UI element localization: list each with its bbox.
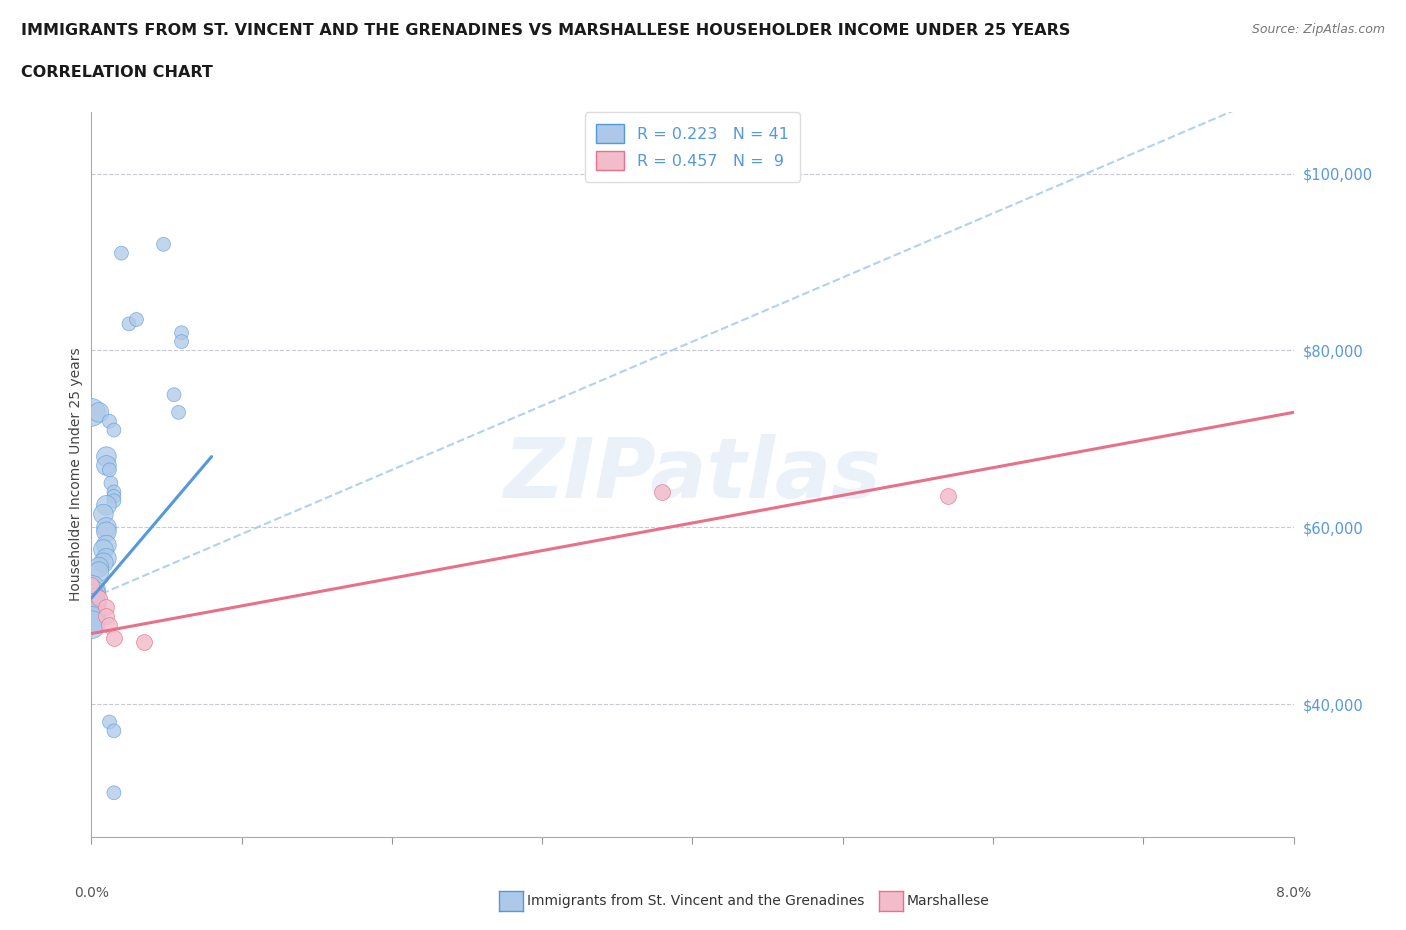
Point (103, 724, 125, 738)
Point (170, 334, 193, 349)
Point (87, 405, 110, 419)
Point (87, 565, 110, 579)
Legend: R = 0.223   N = 41, R = 0.457   N =  9: R = 0.223 N = 41, R = 0.457 N = 9 (585, 113, 800, 181)
Point (87, 591, 110, 605)
Point (96, 608, 118, 623)
Point (96, 551, 118, 565)
Point (103, 631, 125, 645)
Point (170, 326, 193, 340)
Point (93, 542, 115, 557)
Point (125, 312, 148, 327)
Text: IMMIGRANTS FROM ST. VINCENT AND THE GRENADINES VS MARSHALLESE HOUSEHOLDER INCOME: IMMIGRANTS FROM ST. VINCENT AND THE GREN… (21, 23, 1070, 38)
Text: 0.0%: 0.0% (75, 885, 108, 899)
Point (80, 604, 103, 618)
Point (96, 449, 118, 464)
Point (110, 246, 132, 260)
Point (98, 714, 121, 729)
Point (80, 613, 103, 628)
Point (118, 316, 141, 331)
Point (96, 600, 118, 615)
Point (93, 507, 115, 522)
Text: CORRELATION CHART: CORRELATION CHART (21, 65, 212, 80)
Point (100, 476, 122, 491)
Point (80, 618, 103, 632)
Point (103, 422, 125, 437)
Point (103, 489, 125, 504)
Point (98, 462, 121, 477)
Text: ZIPatlas: ZIPatlas (503, 433, 882, 515)
Point (87, 560, 110, 575)
Point (98, 618, 121, 632)
Point (80, 586, 103, 601)
Point (103, 485, 125, 499)
Text: Source: ZipAtlas.com: Source: ZipAtlas.com (1251, 23, 1385, 36)
Point (80, 578, 103, 592)
Point (80, 600, 103, 615)
Point (167, 405, 190, 419)
Point (96, 520, 118, 535)
Text: 8.0%: 8.0% (1277, 885, 1310, 899)
Point (152, 237, 174, 252)
Point (96, 538, 118, 552)
Point (103, 785, 125, 800)
Point (80, 405, 103, 419)
Point (651, 485, 673, 499)
Y-axis label: Householder Income Under 25 years: Householder Income Under 25 years (69, 348, 83, 601)
Point (98, 414, 121, 429)
Point (80, 582, 103, 597)
Point (80, 595, 103, 610)
Point (93, 555, 115, 570)
Point (96, 498, 118, 512)
Point (163, 387, 186, 402)
Text: Immigrants from St. Vincent and the Grenadines: Immigrants from St. Vincent and the Gren… (527, 894, 865, 909)
Point (103, 494, 125, 509)
Point (80, 608, 103, 623)
Point (96, 525, 118, 539)
Text: Marshallese: Marshallese (907, 894, 990, 909)
Point (80, 591, 103, 605)
Point (132, 635, 155, 650)
Point (936, 489, 959, 504)
Point (96, 458, 118, 472)
